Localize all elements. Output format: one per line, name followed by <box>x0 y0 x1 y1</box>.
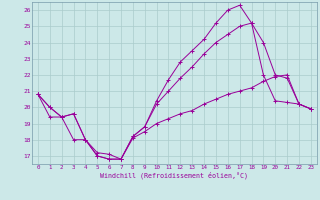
X-axis label: Windchill (Refroidissement éolien,°C): Windchill (Refroidissement éolien,°C) <box>100 172 248 179</box>
